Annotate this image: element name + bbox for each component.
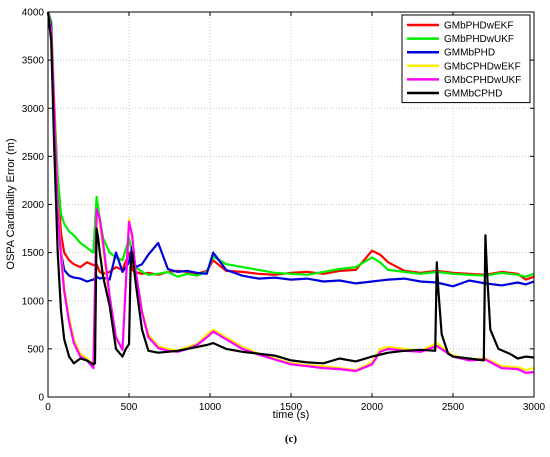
y-tick-label: 1500 (22, 248, 45, 259)
series-line-GMMbPHD (46, 11, 535, 288)
y-tick-label: 3000 (22, 104, 45, 115)
y-tick-label: 500 (27, 344, 44, 355)
legend-entry: GMbPHDwEKF (444, 21, 513, 32)
x-axis-label: time (s) (273, 409, 310, 421)
series-line-GMbPHDwUKF (46, 11, 535, 278)
series-layer (46, 11, 535, 374)
x-tick-label: 1500 (280, 402, 303, 413)
x-tick-label: 2000 (361, 402, 384, 413)
x-tick-label: 2500 (442, 402, 465, 413)
y-tick-label: 4000 (22, 8, 45, 19)
legend-box (401, 14, 531, 104)
series-line-GMMbCPHD (46, 11, 535, 366)
legend-entry: GMbCPHDwUKF (444, 75, 521, 86)
x-tick-label: 3000 (523, 402, 546, 413)
ticks: 0 500 1000 1500 2000 2500 3000 0 500 1000 1500 2000… (22, 8, 546, 414)
legend-entry: GMMbPHD (444, 48, 495, 59)
legend: GMbPHDwEKF GMbPHDwUKF GMMbPHD GMbCPHDwEKF GM… (401, 14, 531, 104)
y-axis-label: OSPA Cardinality Error (m) (5, 138, 17, 269)
figure-caption: (c) (285, 433, 298, 445)
y-tick-label: 0 (38, 393, 44, 404)
x-tick-label: 500 (121, 402, 138, 413)
y-tick-label: 2000 (22, 200, 45, 211)
x-tick-label: 0 (45, 402, 51, 413)
y-tick-label: 2500 (22, 152, 45, 163)
y-tick-label: 3500 (22, 56, 45, 67)
legend-entry: GMMbCPHD (444, 89, 502, 100)
x-tick-label: 1000 (199, 402, 222, 413)
legend-entry: GMbPHDwUKF (444, 34, 514, 45)
legend-entry: GMbCPHDwEKF (444, 61, 521, 72)
y-tick-label: 1000 (22, 296, 45, 307)
